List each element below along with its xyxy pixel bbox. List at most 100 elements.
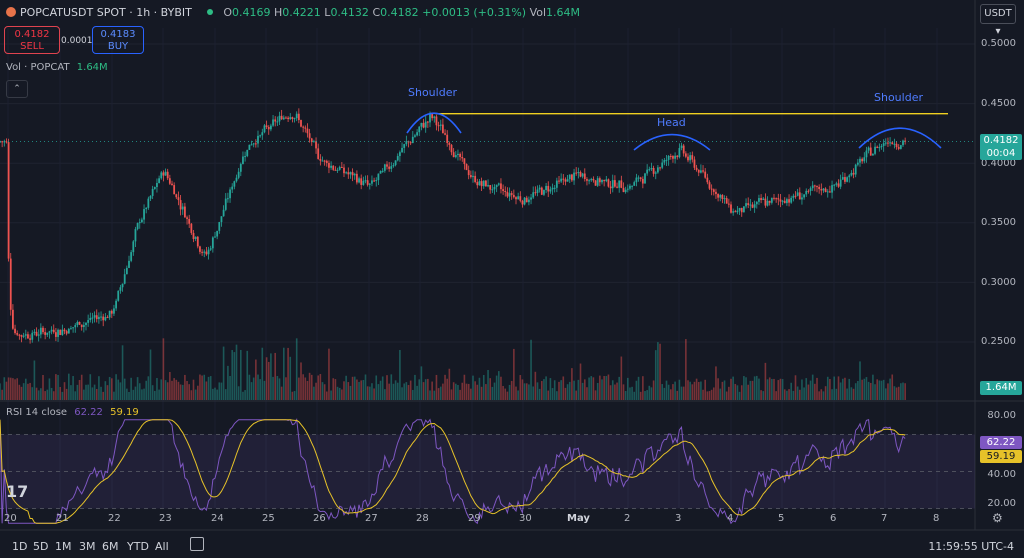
- volume-bar: [687, 380, 689, 400]
- candle-body: [878, 147, 881, 149]
- candle-body: [859, 158, 861, 163]
- volume-bar: [63, 382, 66, 400]
- volume-bar: [48, 378, 51, 400]
- candle-body: [106, 317, 109, 319]
- candle-body: [433, 116, 436, 119]
- candle-body: [435, 116, 438, 126]
- volume-bar: [833, 376, 835, 400]
- timeframe-button[interactable]: 1M: [55, 540, 72, 553]
- settings-gear-icon[interactable]: ⚙: [992, 511, 1003, 525]
- volume-bar: [184, 374, 186, 400]
- candle-body: [753, 204, 756, 208]
- volume-bar: [904, 383, 906, 400]
- volume-bar: [1, 389, 3, 400]
- candle-body: [846, 177, 848, 182]
- candle-body: [300, 120, 302, 127]
- volume-bar: [280, 386, 283, 400]
- currency-button[interactable]: USDT ▾: [980, 4, 1016, 37]
- candle-body: [416, 132, 418, 136]
- volume-bar: [474, 381, 476, 400]
- candle-body: [313, 141, 315, 143]
- change-value: +0.0013 (+0.31%): [422, 6, 527, 19]
- candle-body: [87, 319, 90, 323]
- candle-body: [356, 173, 358, 183]
- volume-bar: [697, 381, 700, 400]
- candle-body: [571, 174, 573, 181]
- buy-button[interactable]: 0.4183 BUY: [92, 26, 144, 54]
- candle-body: [538, 187, 541, 190]
- timeframe-button[interactable]: 1D: [12, 540, 28, 553]
- timeframe-button[interactable]: All: [155, 540, 169, 553]
- volume-bar: [859, 361, 861, 400]
- volume-bar: [388, 383, 390, 400]
- volume-bar: [790, 382, 792, 400]
- candle-body: [194, 236, 197, 239]
- candle-body: [48, 331, 51, 333]
- date-axis-label: 28: [416, 513, 429, 524]
- candle-body: [745, 203, 747, 207]
- right-shoulder-arc: [858, 127, 942, 149]
- volume-bar: [691, 384, 694, 400]
- volume-bar: [611, 380, 614, 400]
- volume-bar: [588, 377, 590, 400]
- volume-bar: [317, 375, 319, 400]
- candle-body: [89, 317, 92, 320]
- volume-bar: [403, 383, 405, 400]
- volume-bar: [863, 378, 866, 400]
- sell-button[interactable]: 0.4182 SELL: [4, 26, 60, 54]
- candle-body: [67, 328, 70, 334]
- candle-body: [476, 182, 479, 186]
- candle-body: [151, 188, 154, 196]
- volume-bar: [713, 387, 715, 400]
- candle-body: [325, 160, 328, 163]
- volume-bar: [407, 385, 410, 400]
- volume-bar: [304, 377, 307, 400]
- candle-body: [863, 157, 866, 162]
- timeframe-button[interactable]: 3M: [79, 540, 96, 553]
- volume-bar: [199, 374, 201, 400]
- collapse-legend-button[interactable]: ⌃: [6, 80, 28, 98]
- volume-bar: [538, 388, 541, 400]
- candle-body: [186, 217, 188, 219]
- candle-body: [586, 179, 588, 181]
- calendar-icon[interactable]: [190, 537, 204, 551]
- volume-bar: [332, 378, 335, 400]
- candle-body: [424, 121, 427, 128]
- candle-body: [173, 185, 176, 195]
- volume-bar: [409, 380, 412, 400]
- candle-body: [282, 117, 285, 120]
- candle-body: [624, 189, 627, 193]
- clock[interactable]: 11:59:55 UTC-4: [928, 540, 1014, 553]
- candle-body: [607, 179, 610, 187]
- symbol-title[interactable]: POPCATUSDT SPOT · 1h · BYBIT: [20, 6, 192, 19]
- candle-body: [629, 185, 631, 189]
- volume-bar: [519, 375, 522, 400]
- timeframe-button[interactable]: YTD: [127, 540, 149, 553]
- volume-bar: [850, 387, 853, 400]
- timeframe-button[interactable]: 6M: [102, 540, 119, 553]
- candle-body: [813, 185, 816, 187]
- candle-body: [100, 316, 102, 318]
- volume-bar: [270, 353, 272, 400]
- volume-bar: [246, 350, 249, 400]
- candle-body: [168, 178, 171, 184]
- candle-body: [35, 331, 38, 336]
- candle-body: [631, 185, 633, 187]
- volume-bar: [141, 389, 143, 400]
- candle-body: [502, 189, 504, 191]
- candle-body: [467, 170, 470, 176]
- volume-bar: [149, 349, 152, 400]
- volume-bar: [814, 383, 816, 400]
- volume-bar: [842, 378, 844, 400]
- volume-bar: [349, 385, 352, 400]
- candle-body: [749, 204, 752, 206]
- volume-bar: [571, 368, 573, 400]
- volume-bar: [229, 376, 231, 400]
- timeframe-button[interactable]: 5D: [33, 540, 49, 553]
- candle-body: [730, 204, 732, 213]
- volume-bar: [93, 384, 96, 400]
- volume-bar: [609, 385, 612, 400]
- volume-bar: [353, 376, 356, 400]
- candle-body: [291, 117, 294, 119]
